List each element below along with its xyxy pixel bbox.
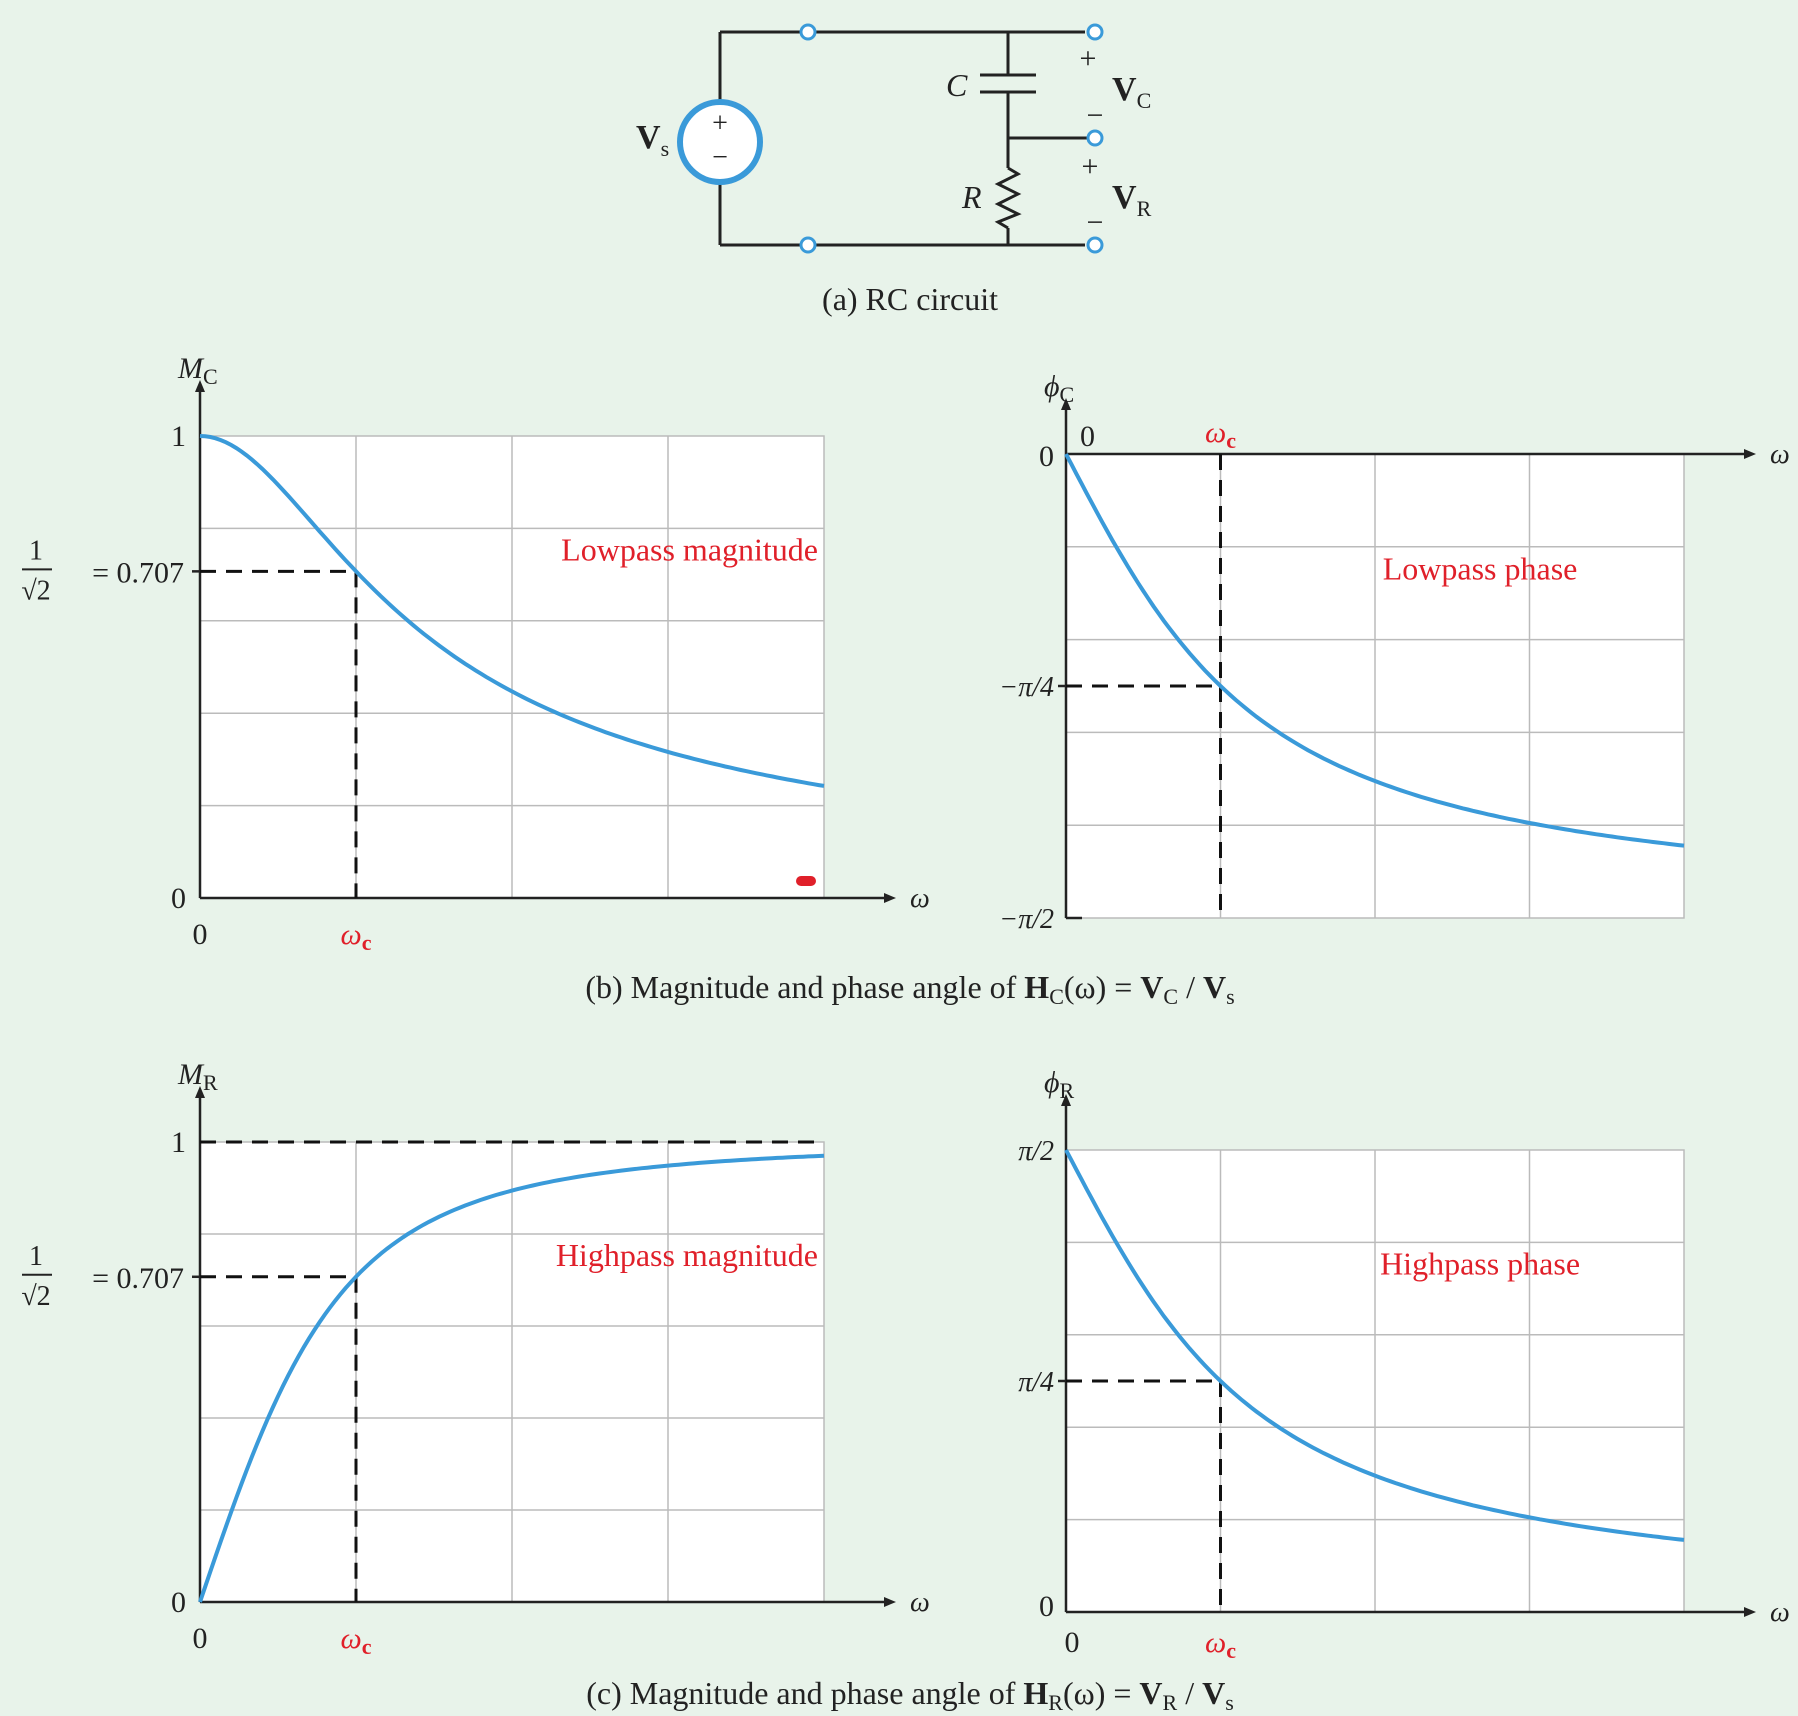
y-axis-label: MC <box>177 352 218 389</box>
x-axis-label: ω <box>1770 439 1790 470</box>
terminal-vc-plus <box>1086 23 1104 41</box>
x-tick-label-omega-c: ωc <box>1205 1626 1236 1663</box>
y-axis-arrow <box>1061 1094 1071 1106</box>
rc-circuit-diagram <box>677 23 1104 254</box>
y-tick-label-mid: = 0.707 <box>92 1262 184 1295</box>
chart-highpass-phase: ω ϕR Highpass phase π/2 π/4 00 ωc <box>1018 1066 1790 1663</box>
y-tick-label-mid: π/4 <box>1018 1367 1054 1398</box>
vc-label: VC <box>1112 71 1151 113</box>
y-tick-label-bottom: −π/2 <box>999 904 1054 935</box>
source-label: Vs <box>636 119 669 161</box>
y-axis-label: MR <box>177 1058 218 1095</box>
y-tick-label-mid: −π/4 <box>999 672 1054 703</box>
vr-plus-sign: + <box>1082 150 1099 183</box>
x-axis-arrow <box>884 1597 896 1607</box>
y-axis-arrow <box>195 380 205 392</box>
vc-plus-sign: + <box>1080 42 1097 75</box>
data-curve <box>199 434 825 788</box>
y-tick-label-top: 0 <box>1039 440 1054 473</box>
terminal-top-left <box>799 23 817 41</box>
y-tick-label-top: 1 <box>171 1126 186 1159</box>
x-axis-label: ω <box>910 1587 930 1618</box>
y-tick-label-bottom: 0 <box>171 1586 186 1619</box>
x-tick-label-omega-c: ωc <box>341 1622 372 1659</box>
chart-lowpass-magnitude: ω MC Lowpass magnitude 1 0 = 0.707 1 √2 0 ωc <box>21 352 929 955</box>
terminal-bottom-left <box>799 236 817 254</box>
data-curve <box>1064 453 1685 848</box>
chart-highpass-magnitude: ω MR Highpass magnitude 1 0 = 0.707 1 √2 0 ωc <box>21 1058 929 1659</box>
resistor-label: R <box>961 179 982 215</box>
x-tick-label-zero: 0 <box>193 918 208 951</box>
circuit-caption: (a) RC circuit <box>822 281 998 317</box>
y-axis-label: ϕR <box>1044 1066 1075 1103</box>
source-plus-sign: + <box>712 108 728 139</box>
x-tick-label-omega-c: ωc <box>341 918 372 955</box>
x-tick-label-zero: 0 <box>1065 1626 1080 1659</box>
x-tick-label-omega-c: ωc <box>1205 416 1236 453</box>
y-tick-label-bottom: 0 <box>1039 1590 1054 1623</box>
circuit-labels: + − Vs C R + − + − VC VR (a) RC circuit <box>636 42 1152 317</box>
fraction-denominator: √2 <box>21 575 50 606</box>
x-tick-label-zero: 0 <box>193 1622 208 1655</box>
chart-title: Lowpass phase <box>1383 550 1578 586</box>
chart-title: Lowpass magnitude <box>561 532 818 568</box>
y-tick-label-top: 1 <box>171 420 186 453</box>
y-tick-label-bottom: 0 <box>171 882 186 915</box>
caption-b: (b) Magnitude and phase angle of HC(ω) =… <box>585 969 1234 1009</box>
y-axis-arrow <box>1061 398 1071 410</box>
x-axis-arrow <box>884 893 896 903</box>
chart-lowpass-phase: ω ϕC Lowpass phase 0 −π/4 −π/2 0 ωc <box>999 370 1789 935</box>
x-axis-arrow <box>1744 449 1756 459</box>
source-minus-sign: − <box>712 142 728 173</box>
vc-minus-sign: − <box>1087 99 1104 132</box>
y-axis-label: ϕC <box>1044 370 1074 407</box>
resistor-zigzag <box>994 166 1022 230</box>
x-axis-label: ω <box>910 883 930 914</box>
fraction-denominator: √2 <box>21 1281 50 1312</box>
capacitor-label: C <box>946 67 968 103</box>
fraction-numerator: 1 <box>29 1241 43 1272</box>
y-tick-label-mid: = 0.707 <box>92 556 184 589</box>
y-tick-label-top: π/2 <box>1018 1136 1054 1167</box>
fraction-numerator: 1 <box>29 535 43 566</box>
data-curve <box>1064 1149 1685 1542</box>
chart-title: Highpass phase <box>1380 1246 1580 1282</box>
voltage-source-circle <box>677 99 763 185</box>
caption-c: (c) Magnitude and phase angle of HR(ω) =… <box>586 1675 1234 1715</box>
vr-minus-sign: − <box>1087 206 1104 239</box>
x-tick-label-zero: 0 <box>1080 420 1095 453</box>
x-axis-label: ω <box>1770 1597 1790 1628</box>
red-marker <box>796 876 816 886</box>
terminal-vc-minus <box>1086 129 1104 147</box>
y-axis-arrow <box>195 1086 205 1098</box>
terminal-vr-minus <box>1086 236 1104 254</box>
data-curve <box>198 1153 825 1603</box>
chart-title: Highpass magnitude <box>556 1237 818 1273</box>
vr-label: VR <box>1112 179 1152 221</box>
x-axis-arrow <box>1744 1607 1756 1617</box>
